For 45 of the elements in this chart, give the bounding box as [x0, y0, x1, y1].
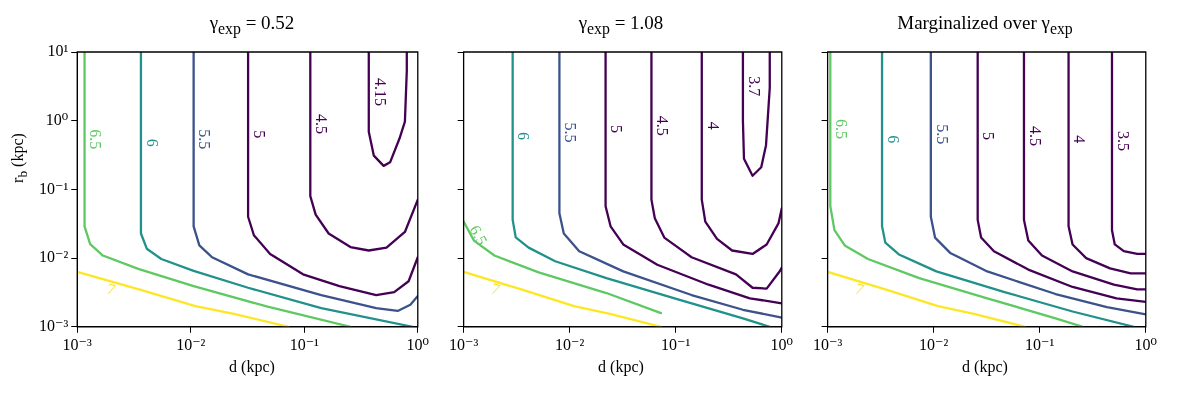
text: 7	[853, 279, 867, 299]
x-axis-title: d (kpc)	[597, 358, 645, 376]
x-tick-label: 10⁻³	[449, 335, 479, 353]
text: 4	[704, 121, 722, 130]
x-tick-label: 10⁰	[406, 335, 429, 353]
text: 5	[250, 130, 268, 139]
text: 5	[980, 131, 998, 140]
text: 3.5	[1114, 131, 1132, 152]
x-tick-label: 10⁻¹	[661, 335, 691, 353]
x-tick-label: 10⁰	[1134, 335, 1157, 353]
text: 6	[515, 131, 533, 140]
x-axis-title: d (kpc)	[228, 358, 276, 376]
chart-title: γ$_{exp}$ = 1.08	[577, 11, 665, 40]
text: 7	[489, 279, 503, 299]
text: 4.5	[654, 115, 672, 136]
text: 7	[105, 279, 118, 299]
chart-title: Marginalized over γ$_{exp}$	[896, 11, 1074, 40]
text: 6	[884, 135, 902, 144]
text: 6.5	[87, 129, 105, 150]
text: 4.15	[371, 77, 389, 106]
x-axis-title: d (kpc)	[961, 358, 1009, 376]
y-tick-label: 10⁻²	[38, 248, 69, 266]
x-tick-label: 10⁻²	[555, 335, 585, 353]
text: 5.5	[196, 129, 214, 150]
y-tick-label: 10⁻³	[38, 317, 69, 334]
text: 6	[143, 138, 161, 147]
text: 4.5	[313, 114, 331, 135]
x-tick-label: 10⁻³	[62, 335, 93, 353]
x-tick-label: 10⁻¹	[1025, 335, 1055, 353]
chart-title: γ$_{exp}$ = 0.52	[208, 11, 296, 40]
text: 5.5	[933, 124, 951, 145]
x-tick-label: 10⁻¹	[289, 335, 320, 353]
text: 4	[1071, 135, 1089, 144]
x-tick-label: 10⁻³	[813, 335, 843, 353]
text: 3.7	[745, 76, 763, 97]
text: 4.5	[1026, 125, 1044, 146]
text: 6.5	[833, 119, 851, 140]
x-tick-label: 10⁻²	[919, 335, 949, 353]
text: 5	[608, 125, 626, 134]
y-tick-label: 10⁰	[45, 110, 69, 128]
x-tick-label: 10⁰	[770, 335, 793, 353]
x-tick-label: 10⁻²	[176, 335, 206, 353]
text: 5.5	[562, 122, 580, 143]
y-tick-label: 10⁻¹	[38, 179, 69, 197]
y-tick-label: 10¹	[47, 42, 69, 60]
